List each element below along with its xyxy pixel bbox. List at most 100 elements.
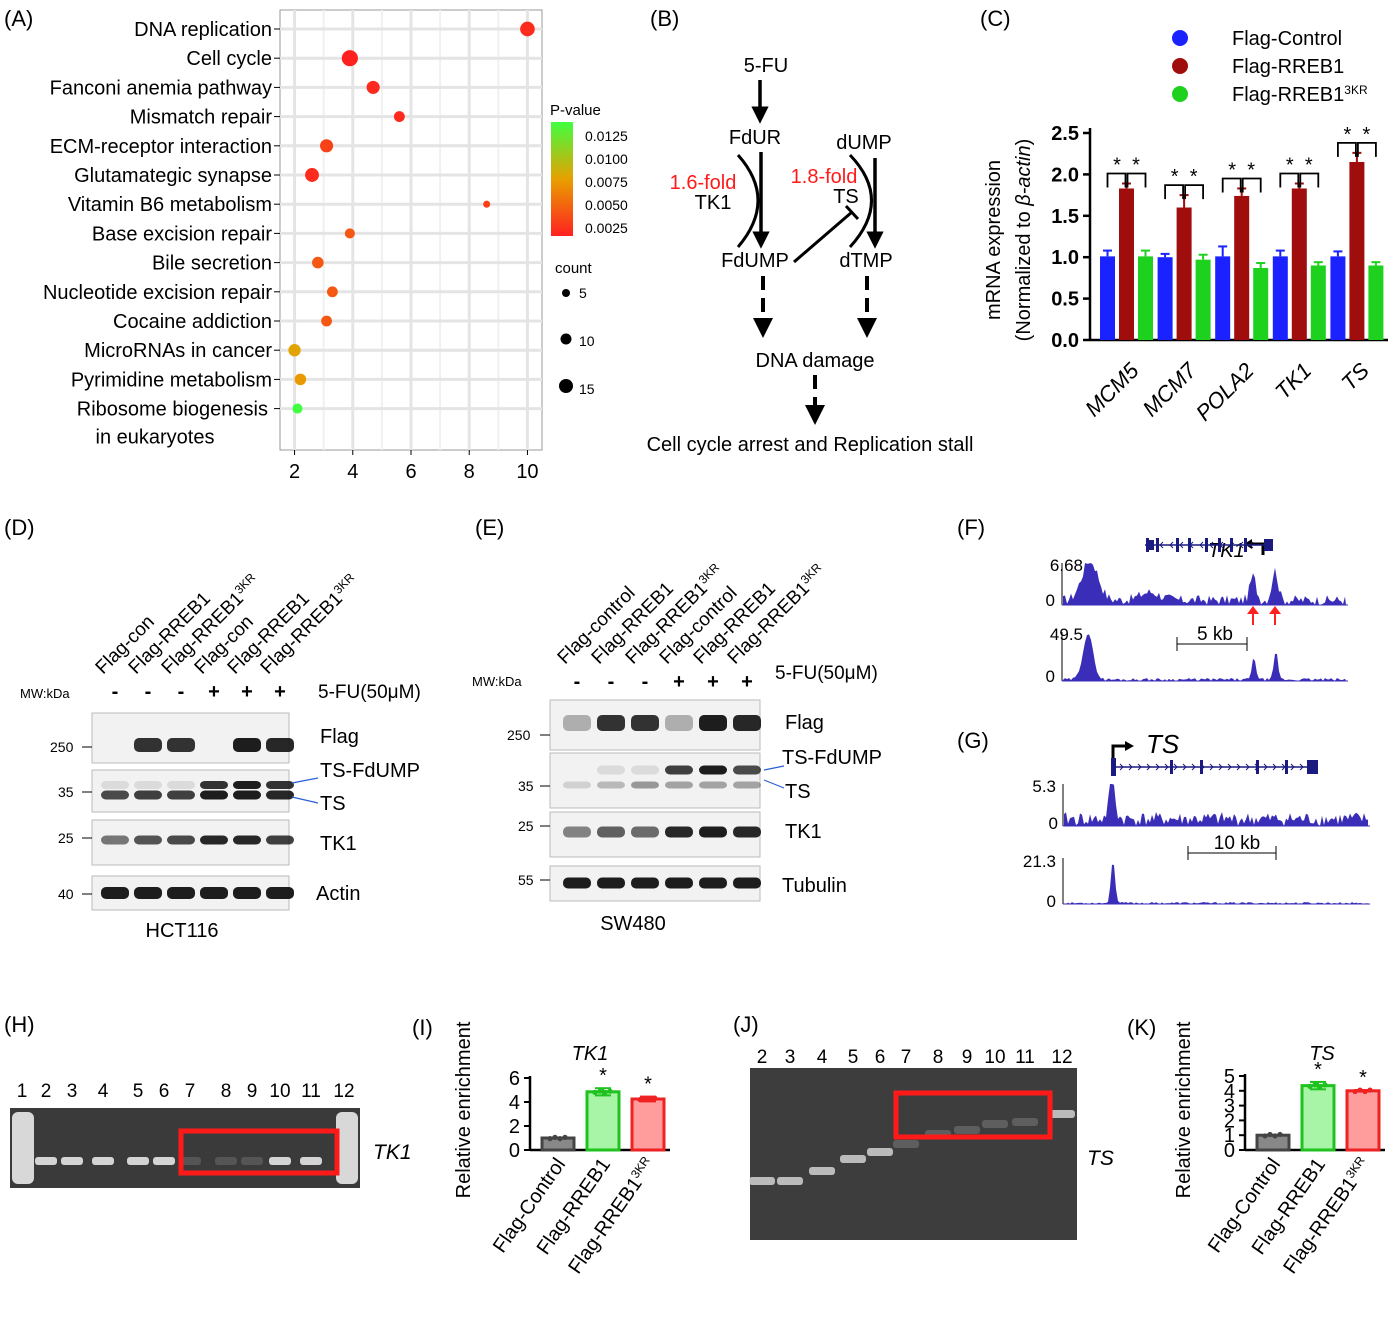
sig-bracket — [1357, 141, 1377, 157]
legend-count-tick: 15 — [579, 381, 595, 397]
exon — [1285, 760, 1288, 774]
strand-mark — [1159, 541, 1164, 549]
blot-band — [200, 781, 228, 789]
blot-d-treatment-marks: - - - + + + — [112, 681, 286, 703]
blot-band — [167, 781, 195, 789]
gel-j-highlight-box — [893, 1090, 1053, 1140]
y-tick-label: 3 — [1224, 1096, 1235, 1118]
treatment-mark: + — [208, 681, 220, 703]
replicate-dot — [1357, 1087, 1363, 1093]
track-g-signal-2 — [1064, 864, 1368, 904]
blot-band — [134, 781, 162, 789]
track-f-ymax2: 49.5 — [1050, 625, 1083, 644]
lane-number: 11 — [1015, 1047, 1035, 1068]
data-point — [366, 80, 380, 94]
track-g-gene: TS — [1146, 729, 1180, 759]
blot-d-band-label: Flag — [320, 726, 359, 748]
legend-pvalue-tick: 0.0100 — [585, 151, 628, 167]
blot-band — [563, 781, 591, 789]
panel-b: (B) 5-FU FdUR dUMP 1.6-fold 1.8-fold TK1… — [647, 6, 974, 456]
node-5fu: 5-FU — [744, 55, 788, 77]
strand-mark — [1169, 541, 1174, 549]
y-tick-label: 0 — [509, 1140, 520, 1162]
bar — [1195, 259, 1211, 340]
legend-pvalue-tick: 0.0025 — [585, 220, 628, 236]
track-g-yzero2: 0 — [1047, 892, 1056, 911]
gel-band — [269, 1157, 291, 1165]
strand-mark — [1209, 763, 1214, 771]
gel-j-gene: TS — [1087, 1147, 1114, 1170]
lane-number: 12 — [333, 1081, 354, 1102]
exon — [1307, 760, 1318, 774]
plot-a-x-ticks: 2 4 6 8 10 — [289, 450, 539, 483]
blot-band — [733, 877, 761, 889]
category-label: ECM-receptor interaction — [50, 136, 272, 158]
node-dtmp: dTMP — [839, 250, 892, 272]
panel-e: (E) Flag-controlFlag-RREB1Flag-RREB13KRF… — [472, 515, 882, 935]
panel-label-i: (I) — [412, 1015, 433, 1040]
pointer-line — [763, 765, 785, 771]
category-label: MCM5 — [1080, 357, 1144, 421]
gel-band — [954, 1126, 980, 1134]
blot-band — [101, 887, 129, 899]
lane-number: 8 — [221, 1081, 232, 1102]
blot-e-bands — [563, 715, 761, 889]
bar — [1234, 195, 1250, 340]
tss-arrow-tk1 — [1250, 542, 1265, 555]
gel-band — [1049, 1110, 1075, 1118]
legend-count-title: count — [555, 260, 593, 277]
lane-number: 3 — [785, 1047, 796, 1068]
replicate-dot — [552, 1134, 558, 1140]
bar — [1138, 256, 1153, 340]
blot-e-band-label: TK1 — [785, 821, 822, 843]
bar — [1291, 188, 1307, 340]
gel-j-bands — [749, 1110, 1075, 1185]
gel-j-lane-numbers: 2 3 4 5 6 7 8 9 10 11 12 — [757, 1047, 1073, 1068]
bar — [1119, 188, 1134, 340]
blot-band — [699, 877, 727, 889]
replicate-dot — [557, 1136, 563, 1142]
plot-a-points — [288, 21, 535, 414]
blot-band — [665, 715, 693, 731]
strand-mark — [1200, 763, 1205, 771]
strand-mark — [1263, 763, 1268, 771]
gel-band — [127, 1157, 149, 1165]
replicate-dot — [1267, 1131, 1273, 1138]
blot-e-cell-line: SW480 — [600, 913, 666, 935]
strand-mark — [1281, 763, 1286, 771]
x-tick-label: 10 — [516, 461, 538, 483]
treatment-mark: + — [707, 671, 719, 693]
replicate-dot — [607, 1088, 613, 1094]
exon — [1205, 538, 1208, 552]
blot-d-treatment: 5-FU(50μM) — [318, 682, 421, 703]
blot-band — [233, 835, 261, 845]
treatment-mark: - — [608, 671, 615, 693]
sig-star: * — [1314, 1059, 1322, 1081]
legend-swatch — [1172, 30, 1188, 46]
treatment-mark: - — [145, 681, 152, 703]
data-point — [312, 256, 324, 269]
gel-band — [61, 1157, 83, 1165]
data-point — [520, 21, 535, 37]
sig-star: * — [1132, 155, 1140, 177]
lane-number: 10 — [269, 1081, 290, 1102]
legend-count-dot — [562, 289, 570, 297]
gel-band — [777, 1177, 803, 1185]
category-label: Mismatch repair — [130, 107, 273, 129]
blot-band — [101, 790, 129, 800]
legend-pvalue-gradient — [551, 122, 573, 236]
lane-number: 2 — [757, 1047, 768, 1068]
node-dna-damage: DNA damage — [756, 350, 875, 372]
data-point — [292, 403, 303, 414]
exon — [1170, 760, 1173, 774]
blot-band — [699, 781, 727, 789]
lane-number: 6 — [875, 1047, 886, 1068]
category-label: DNA replication — [134, 19, 272, 41]
blot-band — [200, 887, 228, 899]
sig-bracket — [1184, 184, 1204, 200]
replicate-dot — [647, 1097, 653, 1103]
strand-mark — [1245, 763, 1250, 771]
blot-band — [266, 738, 294, 752]
y-tick-label: 1 — [1224, 1125, 1235, 1147]
lane-number: 2 — [41, 1081, 52, 1102]
